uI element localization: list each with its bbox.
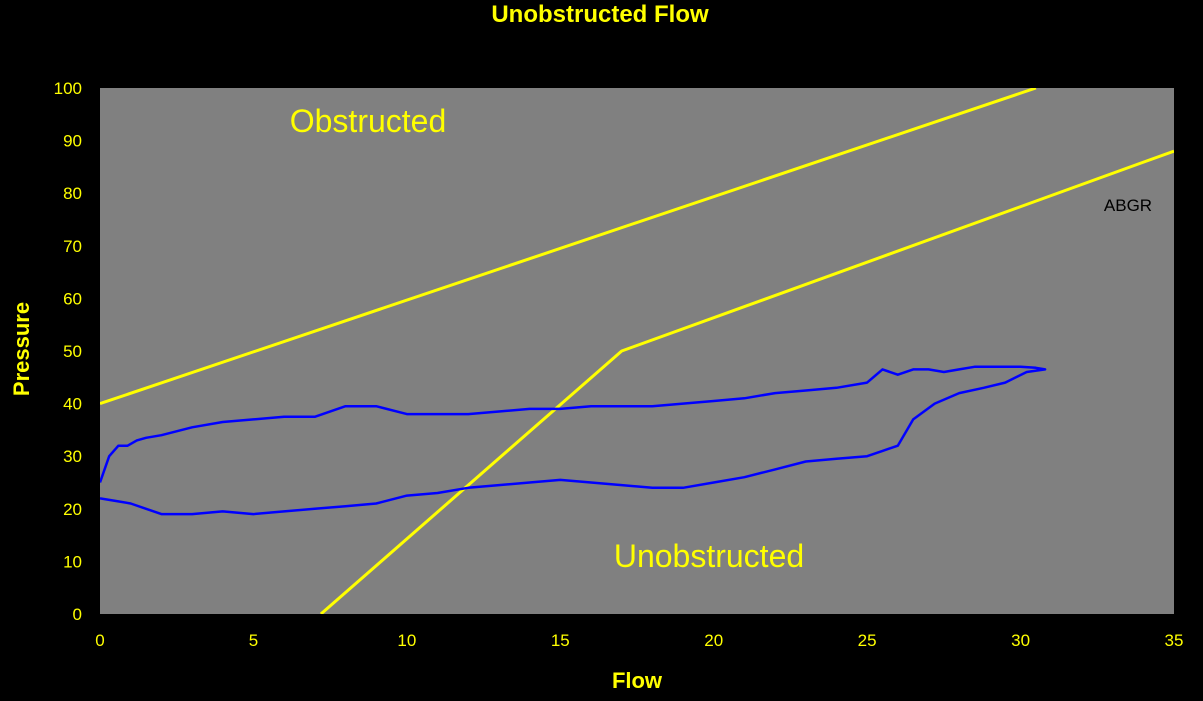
y-tick-label: 90 bbox=[63, 132, 82, 151]
boundary-lines bbox=[100, 88, 1174, 614]
y-tick-label: 10 bbox=[63, 552, 82, 571]
x-tick-label: 15 bbox=[551, 631, 570, 650]
trace-lines bbox=[100, 365, 1047, 516]
x-tick-label: 10 bbox=[397, 631, 416, 650]
region-label-unobstructed: Unobstructed bbox=[614, 538, 804, 574]
plot-area bbox=[100, 88, 1174, 614]
y-axis: 0 10 20 30 40 50 60 70 80 90 100 bbox=[54, 79, 82, 624]
x-tick-label: 0 bbox=[95, 631, 104, 650]
y-tick-label: 40 bbox=[63, 395, 82, 414]
boundary-line-2 bbox=[319, 149, 1174, 614]
x-axis-title: Flow bbox=[612, 668, 663, 693]
y-tick-label: 100 bbox=[54, 79, 82, 98]
annotation-abgr: ABGR bbox=[1104, 196, 1152, 215]
y-tick-label: 70 bbox=[63, 237, 82, 256]
boundary-line-1 bbox=[100, 88, 1037, 406]
y-tick-label: 20 bbox=[63, 500, 82, 519]
x-tick-label: 35 bbox=[1165, 631, 1184, 650]
y-axis-title: Pressure bbox=[9, 302, 34, 396]
y-tick-label: 0 bbox=[73, 605, 82, 624]
pressure-flow-trace-line bbox=[100, 365, 1047, 516]
y-tick-label: 50 bbox=[63, 342, 82, 361]
x-tick-label: 20 bbox=[704, 631, 723, 650]
x-tick-label: 5 bbox=[249, 631, 258, 650]
y-tick-label: 80 bbox=[63, 184, 82, 203]
x-axis: 0 5 10 15 20 25 30 35 bbox=[95, 631, 1183, 650]
x-tick-label: 25 bbox=[858, 631, 877, 650]
chart-title: Unobstructed Flow bbox=[491, 1, 709, 28]
x-tick-label: 30 bbox=[1011, 631, 1030, 650]
y-tick-label: 60 bbox=[63, 289, 82, 308]
y-tick-label: 30 bbox=[63, 447, 82, 466]
region-label-obstructed: Obstructed bbox=[290, 103, 447, 139]
